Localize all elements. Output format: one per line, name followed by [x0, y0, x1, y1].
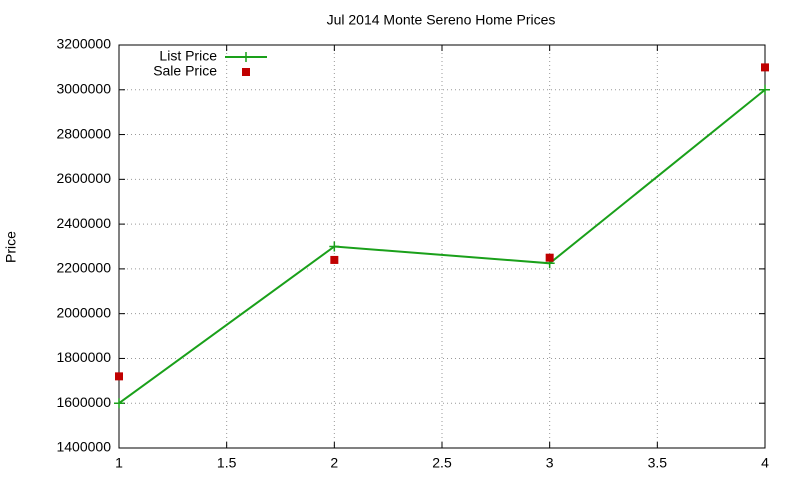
x-tick-label: 2.5: [432, 455, 452, 471]
y-tick-label: 1600000: [56, 394, 111, 410]
x-tick-label: 3: [546, 455, 554, 471]
x-tick-label: 1: [115, 455, 123, 471]
data-point: [545, 253, 554, 262]
data-point: [760, 84, 770, 95]
y-tick-label: 1800000: [56, 349, 111, 365]
y-tick-label: 1400000: [56, 439, 111, 455]
x-tick-label: 2: [330, 455, 338, 471]
series-line: [118, 88, 766, 405]
y-tick-label: 2600000: [56, 170, 111, 186]
legend-label: Sale Price: [153, 63, 217, 79]
y-axis-label: Price: [3, 231, 19, 263]
data-point: [330, 255, 339, 264]
data-point: [761, 63, 769, 72]
data-point: [114, 398, 124, 409]
data-point: [115, 372, 123, 381]
x-tick-label: 4: [761, 455, 769, 471]
legend-swatch: [242, 68, 250, 76]
x-tick-label: 3.5: [648, 455, 668, 471]
y-tick-label: 2800000: [56, 125, 111, 141]
legend-swatch: [241, 52, 251, 62]
y-tick-label: 2200000: [56, 260, 111, 276]
legend-label: List Price: [159, 48, 217, 64]
x-tick-label: 1.5: [217, 455, 237, 471]
chart-title: Jul 2014 Monte Sereno Home Prices: [327, 12, 556, 28]
y-tick-label: 2400000: [56, 215, 111, 231]
data-point: [329, 241, 340, 252]
y-tick-label: 2000000: [56, 304, 111, 320]
y-tick-label: 3000000: [56, 80, 111, 96]
y-tick-label: 3200000: [56, 36, 111, 52]
